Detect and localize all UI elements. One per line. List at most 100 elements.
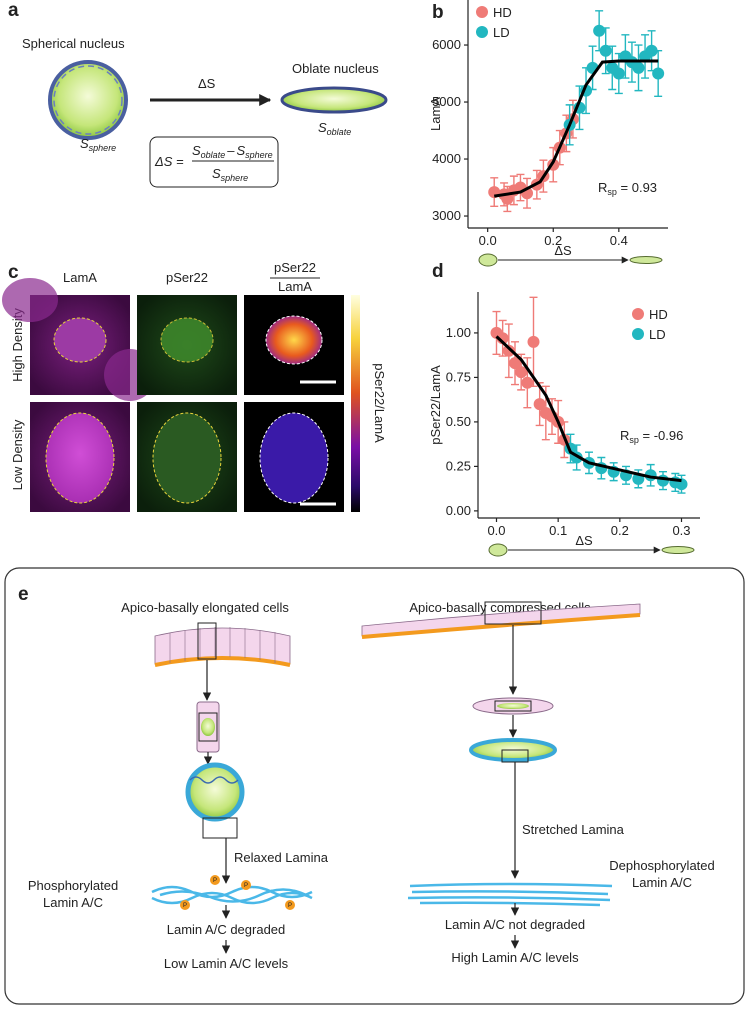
y-tick-label: 6000 (432, 37, 461, 52)
formula-denominator: Ssphere (212, 166, 248, 183)
panel-label: c (8, 262, 19, 283)
lamina (53, 65, 123, 135)
stretched-filaments (407, 882, 613, 907)
colorbar-label: pSer22/LamA (372, 363, 387, 443)
oblate-icon (629, 256, 663, 264)
outcome-label: Lamin A/C degraded (167, 922, 286, 937)
trend-line (495, 335, 682, 483)
trend-line (494, 59, 659, 198)
panel-label: d (432, 261, 444, 282)
legend-marker (632, 328, 644, 340)
data-point (533, 398, 546, 411)
formula-numerator: Soblate – Ssphere (192, 143, 273, 160)
legend-label: LD (649, 327, 666, 342)
y-axis-label: LamA (428, 97, 443, 131)
lamina-label: Relaxed Lamina (234, 850, 329, 865)
sphere-nucleus (48, 60, 128, 140)
legend-label: HD (649, 307, 668, 322)
zoom-box (198, 712, 218, 742)
oblate-title: Oblate nucleus (292, 61, 379, 76)
cell-nucleus (201, 718, 215, 736)
x-tick-label: 0.1 (549, 523, 567, 538)
column-header: pSer22 (274, 260, 316, 275)
y-tick-label: 0.75 (446, 369, 471, 384)
neighbor-nucleus (2, 278, 58, 322)
level-label: Low Lamin A/C levels (164, 956, 289, 971)
sphere-icon (478, 253, 498, 267)
stat-subscript: sp (607, 187, 617, 197)
panel-label: e (18, 584, 29, 605)
formula-lhs: ΔS = (154, 154, 184, 169)
colorbar (351, 295, 360, 512)
panel-label: a (8, 0, 19, 21)
x-axis-label: ΔS (575, 533, 593, 548)
x-tick-label: 0.3 (672, 523, 690, 538)
y-tick-label: 3000 (432, 208, 461, 223)
legend-marker (476, 6, 488, 18)
state-label: Phosphorylated Lamin A/C (28, 878, 118, 910)
zoom-box (202, 817, 238, 839)
sphere-icon (488, 543, 508, 557)
state-label: Dephosphorylated Lamin A/C (609, 858, 715, 890)
stat-symbol: R (598, 180, 607, 195)
x-tick-label: 0.2 (611, 523, 629, 538)
column-header: LamA (278, 279, 312, 294)
y-tick-label: 0.50 (446, 414, 471, 429)
data-point (645, 44, 658, 57)
cell-borders (169, 627, 276, 663)
nucleus-outline (160, 317, 214, 363)
level-label: High Lamin A/C levels (451, 950, 579, 965)
y-axis-label: pSer22/LamA (428, 365, 443, 445)
panel-c: c LamA pSer22 pSer22 LamA High Density L… (2, 260, 387, 512)
charts: b LamA 0.0 0.2 0.4 3000 4000 5000 6000 ΔS HD LD Rsp … (428, 0, 700, 557)
phospho-label: P (213, 878, 217, 884)
column-title: Apico-basally elongated cells (121, 600, 289, 615)
stat-subscript: sp (629, 435, 639, 445)
relaxed-filaments (151, 885, 313, 905)
stat-symbol: R (620, 428, 629, 443)
phospho-label: P (244, 883, 248, 889)
arrow-label: ΔS (198, 76, 216, 91)
nucleus-outline (152, 412, 222, 504)
nucleus-outline (259, 412, 329, 504)
y-tick-label: 0.25 (446, 458, 471, 473)
x-tick-label: 0.0 (487, 523, 505, 538)
legend-label: LD (493, 25, 510, 40)
panel-frame (4, 567, 745, 1005)
zoom-box (197, 622, 217, 660)
legend-marker (632, 308, 644, 320)
oblate-icon (661, 546, 695, 554)
data-point (599, 44, 612, 57)
sphere-symbol: Ssphere (80, 136, 116, 153)
stat-annotation: Rsp = -0.96 (620, 428, 683, 445)
data-point (502, 344, 515, 357)
nucleus-outline (53, 317, 107, 363)
y-tick-label: 1.00 (446, 325, 471, 340)
data-point (657, 474, 669, 487)
basement-membrane (361, 613, 641, 639)
x-tick-label: 0.0 (479, 233, 497, 248)
column-header: pSer22 (166, 270, 208, 285)
formula-box (149, 136, 279, 188)
oblate-nucleus (280, 86, 388, 114)
data-point (509, 357, 521, 370)
row-label: High Density (10, 308, 25, 382)
data-point (632, 61, 645, 74)
y-tick-label: 5000 (432, 94, 461, 109)
phospho-label: P (288, 903, 292, 909)
cell-nucleus (497, 703, 529, 709)
data-point (593, 24, 606, 37)
round-nucleus (185, 762, 245, 822)
data-point (515, 366, 528, 379)
y-tick-label: 4000 (432, 151, 461, 166)
data-point (527, 335, 540, 348)
x-tick-label: 0.4 (610, 233, 628, 248)
lamina-label: Stretched Lamina (522, 822, 625, 837)
nucleus-outline (265, 315, 323, 365)
phospho-markers: P P P P (180, 875, 295, 910)
panel-a: a Spherical nucleus Ssphere ΔS Oblate nu… (8, 0, 388, 188)
y-tick-label: 0.00 (446, 503, 471, 518)
legend-label: HD (493, 5, 512, 20)
